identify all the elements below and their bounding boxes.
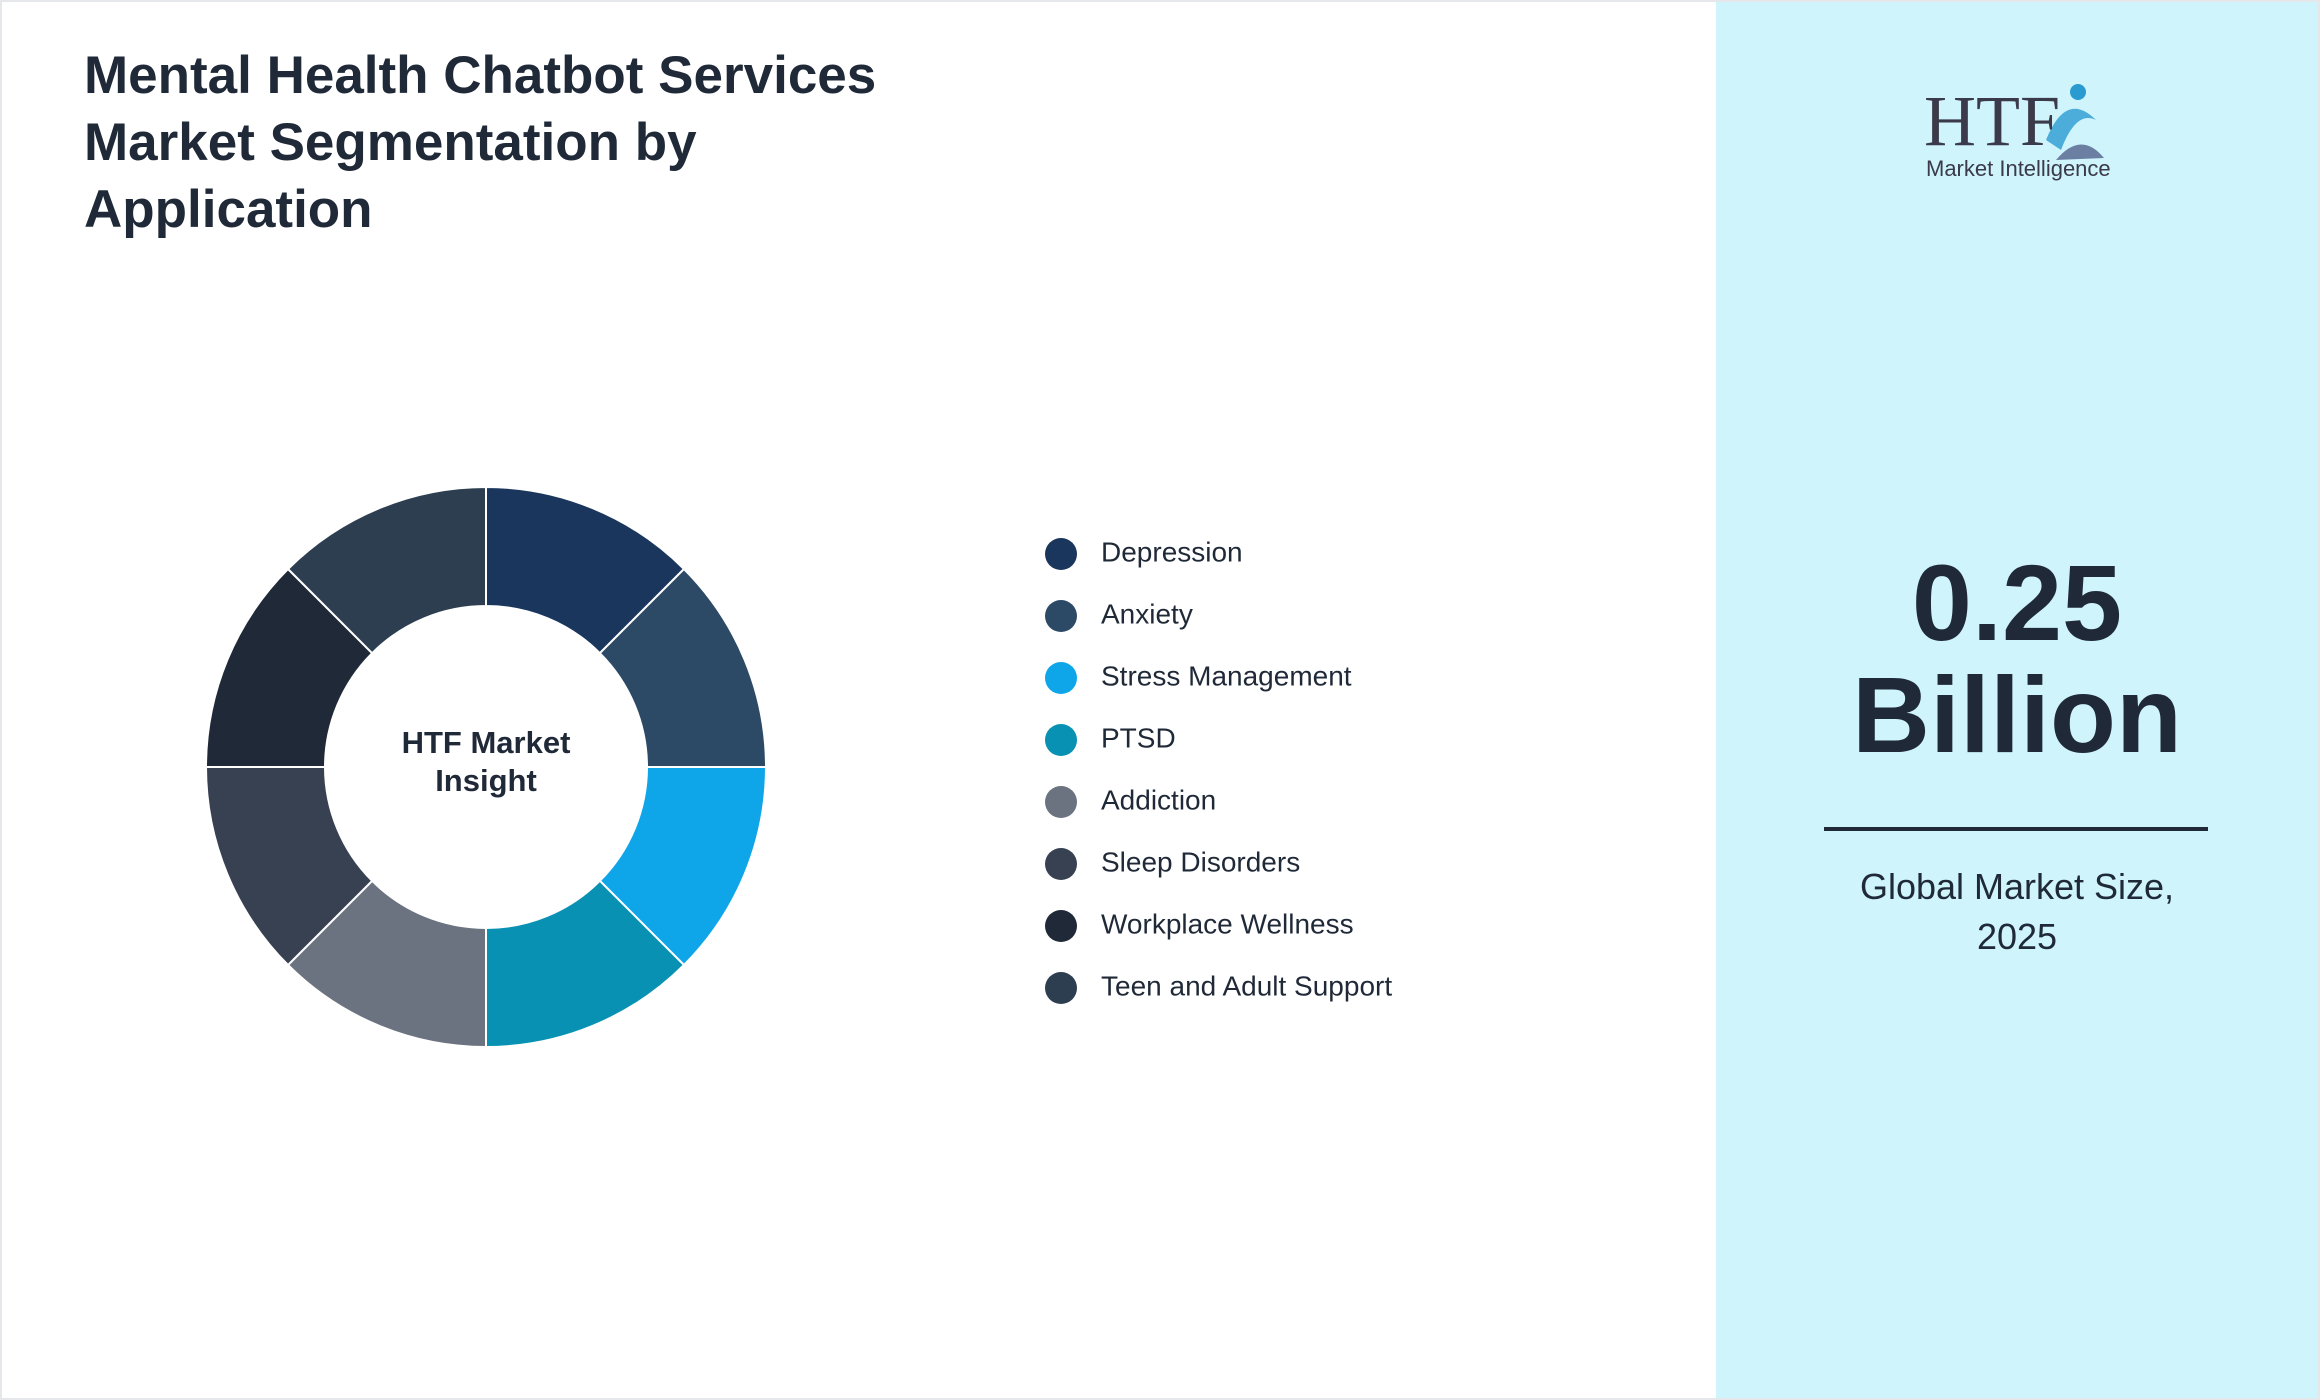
legend-label: Anxiety — [1101, 598, 1193, 629]
legend-swatch — [1045, 972, 1077, 1004]
legend-swatch — [1045, 662, 1077, 694]
legend-label: Stress Management — [1101, 660, 1352, 691]
chart-title: Mental Health Chatbot Services Market Se… — [84, 46, 877, 239]
logo-icon — [2046, 84, 2104, 160]
legend-label: Sleep Disorders — [1101, 846, 1300, 877]
logo-tagline: Market Intelligence — [1926, 156, 2111, 181]
market-size-label: Global Market Size, 2025 — [1859, 866, 2175, 957]
legend-swatch — [1045, 786, 1077, 818]
market-size-unit: Billion — [1852, 654, 2182, 775]
legend-swatch — [1045, 848, 1077, 880]
side-panel: HTF Market Intelligence 0.25 Billion Glo… — [1716, 2, 2318, 1398]
legend-label: Depression — [1101, 536, 1243, 567]
legend-label: Addiction — [1101, 784, 1216, 815]
legend-label: Workplace Wellness — [1101, 908, 1354, 939]
chart: Depression Anxiety Stress Management PTSD Ad… — [204, 485, 1392, 1049]
legend-label: Teen and Adult Support — [1101, 970, 1392, 1001]
divider — [1824, 827, 2208, 831]
market-size-value: 0.25 — [1911, 542, 2123, 663]
legend-swatch — [1045, 538, 1077, 570]
donut-slice — [286, 485, 487, 655]
legend-swatch — [1045, 910, 1077, 942]
center-label: HTF Market Insight — [401, 725, 571, 798]
legend-swatch — [1045, 724, 1077, 756]
logo-brand: HTF — [1924, 81, 2061, 161]
legend-label: PTSD — [1101, 722, 1176, 753]
legend-swatch — [1045, 600, 1077, 632]
